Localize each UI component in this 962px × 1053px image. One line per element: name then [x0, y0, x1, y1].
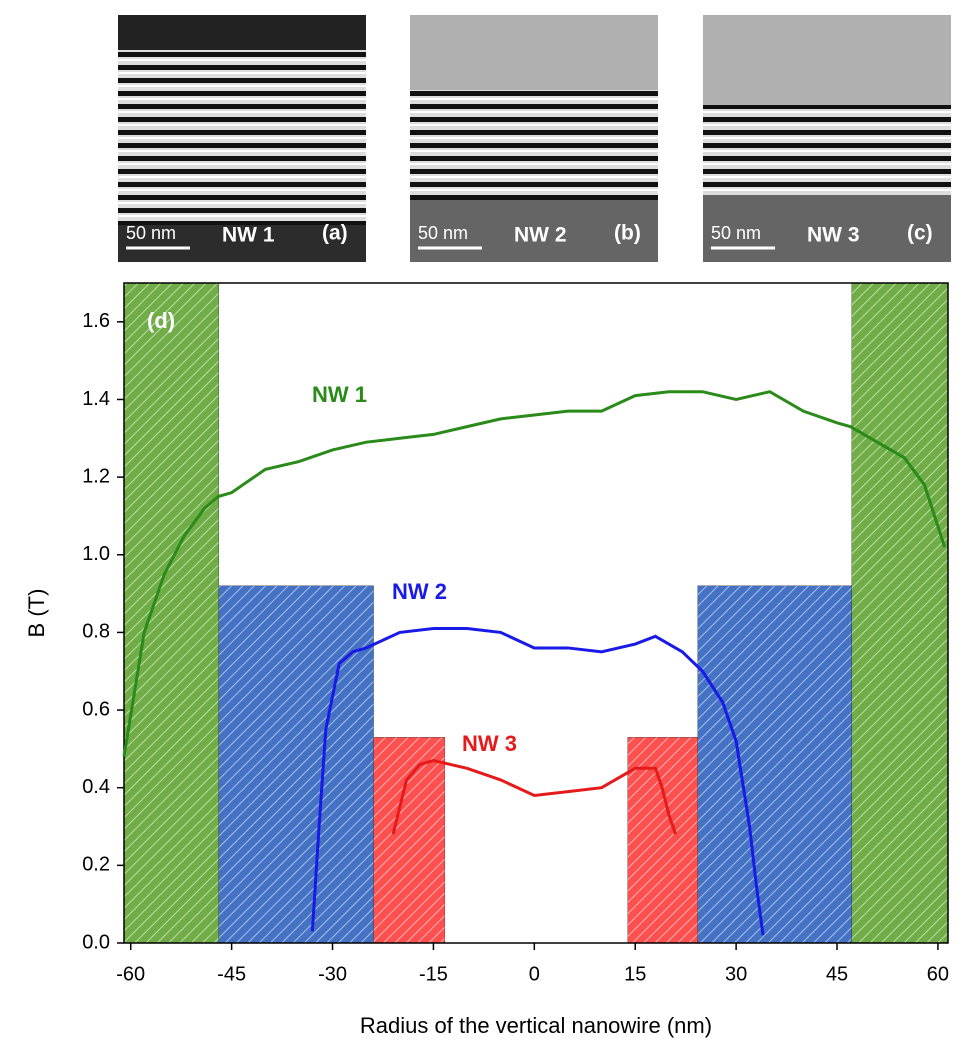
shaded-region — [218, 585, 374, 944]
y-tick-label: 1.0 — [82, 543, 110, 565]
panel-name: NW 3 — [807, 224, 860, 247]
x-tick-label: 30 — [725, 963, 747, 985]
x-tick-label: -45 — [217, 963, 246, 985]
y-axis-title: B (T) — [24, 589, 49, 638]
micrograph-bottom — [118, 225, 366, 262]
series-line — [391, 758, 677, 835]
shaded-region — [373, 737, 446, 944]
shaded-region — [851, 282, 949, 944]
y-tick-label: 1.2 — [82, 465, 110, 487]
x-tick-label: -15 — [419, 963, 448, 985]
series-label: NW 2 — [392, 579, 447, 604]
nanowire-layers — [703, 105, 951, 195]
panel-label: (d) — [147, 308, 175, 333]
x-tick-label: 0 — [529, 963, 540, 985]
scale-label: 50 nm — [418, 223, 468, 243]
panel-label: (a) — [322, 222, 348, 245]
x-tick-label: -60 — [116, 963, 145, 985]
shaded-region — [627, 737, 698, 944]
nanowire-layers — [410, 90, 658, 200]
micrograph-bottom — [410, 200, 658, 262]
y-tick-label: 0.6 — [82, 698, 110, 720]
x-tick-label: -30 — [318, 963, 347, 985]
y-tick-label: 0.2 — [82, 854, 110, 876]
y-tick-label: 0.8 — [82, 621, 110, 643]
x-tick-label: 15 — [624, 963, 646, 985]
panel-name: NW 1 — [222, 224, 275, 247]
y-tick-label: 0.0 — [82, 931, 110, 953]
series-label: NW 1 — [312, 382, 367, 407]
shaded-region — [123, 282, 220, 944]
series-label: NW 3 — [462, 731, 517, 756]
panel-label: (b) — [614, 222, 641, 245]
x-tick-label: 60 — [927, 963, 949, 985]
panel-name: NW 2 — [514, 224, 567, 247]
scale-label: 50 nm — [711, 223, 761, 243]
micrograph-bottom — [703, 195, 951, 262]
panel-label: (c) — [907, 222, 933, 245]
plot-frame — [123, 282, 949, 944]
nanowire-layers — [118, 50, 366, 225]
y-tick-label: 1.4 — [82, 388, 110, 410]
x-axis-title: Radius of the vertical nanowire (nm) — [360, 1013, 712, 1038]
series-line — [122, 390, 947, 757]
y-tick-label: 0.4 — [82, 776, 110, 798]
scale-label: 50 nm — [126, 223, 176, 243]
shaded-region — [697, 585, 853, 944]
series-line — [310, 627, 765, 936]
x-tick-label: 45 — [826, 963, 848, 985]
y-tick-label: 1.6 — [82, 310, 110, 332]
